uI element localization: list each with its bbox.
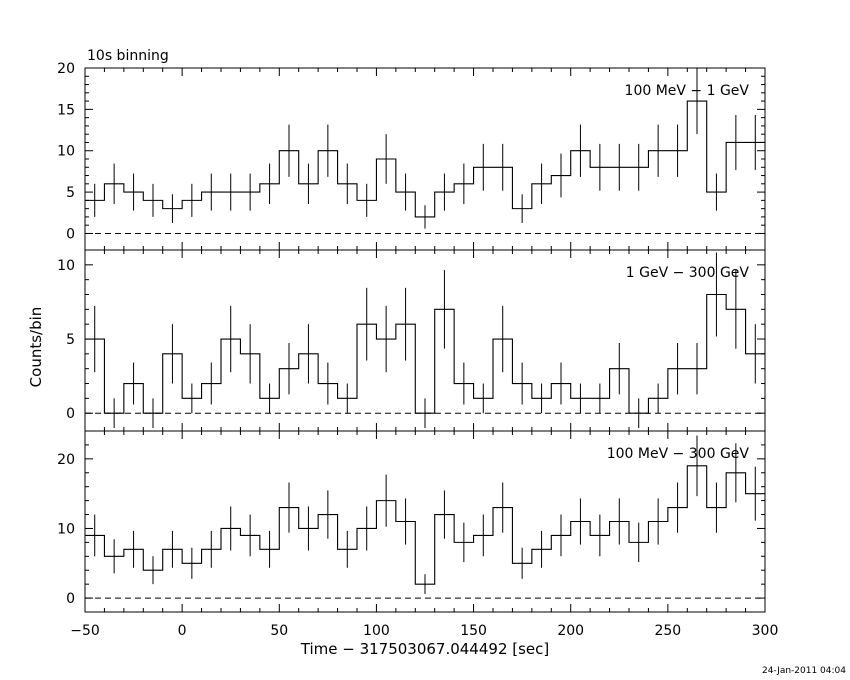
x-tick-label: 0 [178,623,187,639]
binning-label: 10s binning [87,48,169,64]
panels-group: 0 5 10 15 20 100 MeV − 1 GeV 0 5 10 1 GeV − 300 G… [57,61,766,613]
panel-3: 0 10 20 100 MeV − 300 GeV [57,430,766,613]
y-tick-label: 10 [57,521,75,537]
x-tick-label: 250 [654,623,681,639]
y-tick-label: 10 [57,144,75,160]
x-axis-label: Time − 317503067.044492 [sec] [300,640,550,658]
histogram-steps [85,465,765,585]
y-tick-label: 0 [66,591,75,607]
y-tick-label: 0 [66,406,75,422]
x-tick-label: 300 [752,623,779,639]
band-label: 100 MeV − 1 GeV [625,83,750,99]
x-tick-label: 150 [460,623,487,639]
x-tick-label: −50 [70,623,100,639]
y-tick-label: 10 [57,258,75,274]
x-tick-label: 100 [363,623,390,639]
panel-frame [84,430,766,613]
x-tick-label: 50 [270,623,288,639]
histogram-steps [85,100,765,218]
y-tick-label: 0 [66,226,75,242]
y-tick-label: 15 [57,102,75,118]
x-axis: −50 0 50 100 150 200 250 300 [70,623,778,639]
band-label: 100 MeV − 300 GeV [607,446,750,462]
y-axis-label: Counts/bin [27,307,45,388]
y-tick-label: 20 [57,452,75,468]
band-label: 1 GeV − 300 GeV [626,265,750,281]
panel-1: 0 5 10 15 20 100 MeV − 1 GeV [57,61,766,251]
panel-2: 0 5 10 1 GeV − 300 GeV [57,249,766,432]
y-tick-label: 5 [66,185,75,201]
histogram-steps [85,293,765,414]
y-tick-label: 20 [57,61,75,77]
timestamp: 24-Jan-2011 04:04 [762,666,846,676]
y-tick-label: 5 [66,332,75,348]
x-tick-label: 200 [557,623,584,639]
